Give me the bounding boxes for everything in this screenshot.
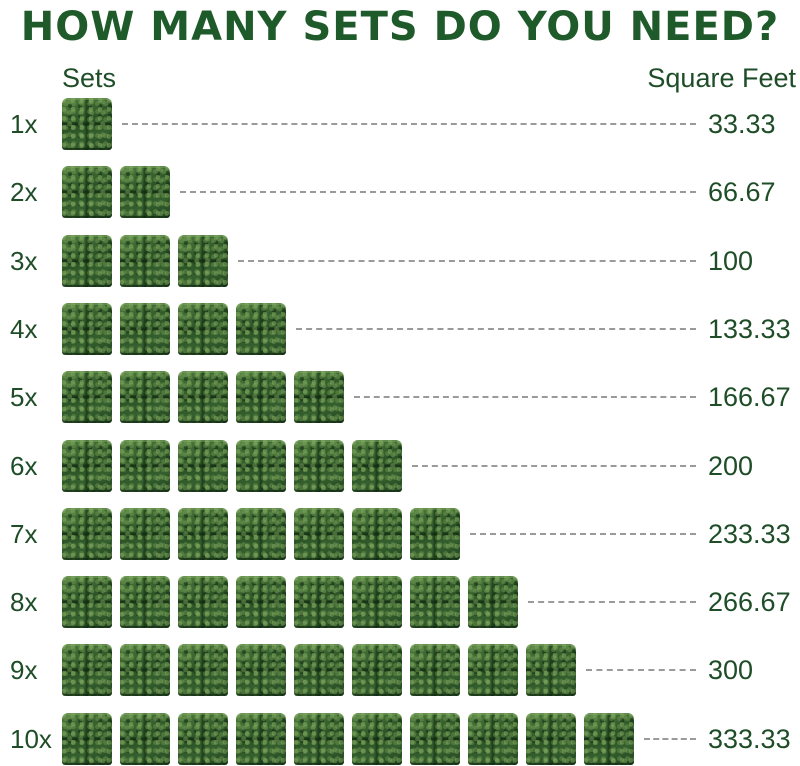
grass-panel <box>62 576 112 628</box>
set-multiplier: 7x <box>10 519 38 549</box>
grass-panel <box>468 576 518 628</box>
dashed-leader <box>644 738 696 740</box>
square-feet-value: 166.67 <box>708 382 791 412</box>
grass-panel <box>62 98 112 150</box>
set-multiplier: 10x <box>10 724 52 754</box>
grass-panel <box>294 371 344 423</box>
square-feet-value: 66.67 <box>708 177 776 207</box>
dashed-leader <box>180 191 696 193</box>
square-feet-value: 33.33 <box>708 109 776 139</box>
table-row: 2x 66.67 <box>0 166 800 218</box>
table-row: 10x 333.33 <box>0 713 800 765</box>
table-row: 1x 33.33 <box>0 98 800 150</box>
square-feet-value: 266.67 <box>708 587 791 617</box>
grass-panel <box>294 713 344 765</box>
grass-panel <box>178 713 228 765</box>
grass-panel <box>236 440 286 492</box>
table-row: 9x 300 <box>0 644 800 696</box>
set-multiplier: 6x <box>10 451 38 481</box>
grass-panel <box>62 371 112 423</box>
grass-panel <box>120 713 170 765</box>
set-multiplier: 8x <box>10 587 38 617</box>
square-feet-column-header: Square Feet <box>647 63 796 93</box>
grass-panel <box>178 644 228 696</box>
grass-panel <box>120 508 170 560</box>
grass-panel <box>120 235 170 287</box>
grass-panel <box>294 440 344 492</box>
set-multiplier: 1x <box>10 109 38 139</box>
table-row: 7x 233.33 <box>0 508 800 560</box>
grass-panel <box>62 303 112 355</box>
grass-panel <box>120 166 170 218</box>
grass-panel <box>178 235 228 287</box>
grass-panel <box>62 644 112 696</box>
grass-panel <box>120 644 170 696</box>
page-title: HOW MANY SETS DO YOU NEED? <box>20 4 780 50</box>
square-feet-value: 200 <box>708 451 754 481</box>
dashed-leader <box>296 328 696 330</box>
grass-panel <box>526 713 576 765</box>
grass-panel <box>410 713 460 765</box>
set-multiplier: 5x <box>10 382 38 412</box>
grass-panel <box>178 508 228 560</box>
grass-panel <box>294 576 344 628</box>
dashed-leader <box>354 396 696 398</box>
grass-panel <box>236 644 286 696</box>
set-multiplier: 4x <box>10 314 38 344</box>
grass-panel <box>62 713 112 765</box>
dashed-leader <box>122 123 696 125</box>
square-feet-value: 233.33 <box>708 519 791 549</box>
grass-panel <box>352 576 402 628</box>
grass-panel <box>236 303 286 355</box>
set-multiplier: 3x <box>10 246 38 276</box>
square-feet-value: 333.33 <box>708 724 791 754</box>
grass-panel <box>410 508 460 560</box>
grass-panel <box>178 440 228 492</box>
square-feet-value: 133.33 <box>708 314 791 344</box>
grass-panel <box>410 644 460 696</box>
square-feet-value: 100 <box>708 246 754 276</box>
grass-panel <box>120 576 170 628</box>
grass-panel <box>62 235 112 287</box>
grass-panel <box>352 644 402 696</box>
grass-panel <box>236 576 286 628</box>
grass-panel <box>410 576 460 628</box>
grass-panel <box>352 440 402 492</box>
set-multiplier: 9x <box>10 655 38 685</box>
dashed-leader <box>238 260 696 262</box>
grass-panel <box>178 371 228 423</box>
grass-panel <box>526 644 576 696</box>
grass-panel <box>120 371 170 423</box>
grass-panel <box>62 508 112 560</box>
grass-panel <box>294 644 344 696</box>
grass-panel <box>352 508 402 560</box>
grass-panel <box>468 644 518 696</box>
set-multiplier: 2x <box>10 177 38 207</box>
table-row: 8x 266.67 <box>0 576 800 628</box>
grass-panel <box>236 508 286 560</box>
dashed-leader <box>586 669 696 671</box>
grass-panel <box>120 303 170 355</box>
grass-panel <box>236 371 286 423</box>
square-feet-value: 300 <box>708 655 754 685</box>
grass-panel <box>584 713 634 765</box>
grass-panel <box>178 576 228 628</box>
sets-column-header: Sets <box>62 63 117 93</box>
grass-panel <box>62 440 112 492</box>
grass-panel <box>236 713 286 765</box>
dashed-leader <box>470 533 696 535</box>
table-row: 5x 166.67 <box>0 371 800 423</box>
table-row: 6x 200 <box>0 440 800 492</box>
grass-panel <box>468 713 518 765</box>
dashed-leader <box>412 465 696 467</box>
grass-panel <box>120 440 170 492</box>
table-row: 4x 133.33 <box>0 303 800 355</box>
dashed-leader <box>528 601 696 603</box>
grass-panel <box>294 508 344 560</box>
table-row: 3x 100 <box>0 235 800 287</box>
grass-panel <box>178 303 228 355</box>
grass-panel <box>352 713 402 765</box>
grass-panel <box>62 166 112 218</box>
